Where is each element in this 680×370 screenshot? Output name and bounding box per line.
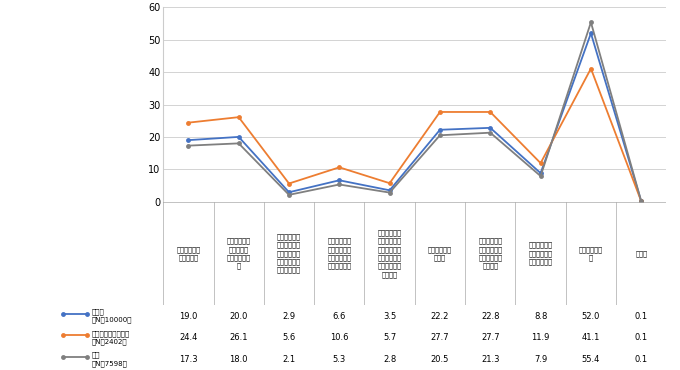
Text: 24.4: 24.4 xyxy=(179,333,198,342)
Text: ハザードマッ
プや避難場
所・経路の確
認: ハザードマッ プや避難場 所・経路の確 認 xyxy=(226,238,251,269)
Text: 全　体
（N＝10000）: 全 体 （N＝10000） xyxy=(92,309,132,323)
Text: 自身や家族へ
の災害に関す
る学習・教育: 自身や家族へ の災害に関す る学習・教育 xyxy=(528,242,553,265)
Text: 0.1: 0.1 xyxy=(634,312,648,320)
Text: 2.8: 2.8 xyxy=(383,355,396,364)
Text: 21.3: 21.3 xyxy=(481,355,500,364)
Text: 5.6: 5.6 xyxy=(282,333,296,342)
Text: 何もしていな
い: 何もしていな い xyxy=(579,246,603,261)
Text: 8.8: 8.8 xyxy=(534,312,547,320)
Text: 0.1: 0.1 xyxy=(634,333,648,342)
Text: 5.3: 5.3 xyxy=(333,355,346,364)
Text: 2.1: 2.1 xyxy=(282,355,296,364)
Text: その他: その他 xyxy=(635,250,647,257)
Text: 10.6: 10.6 xyxy=(330,333,349,342)
Text: なし
（N＝7598）: なし （N＝7598） xyxy=(92,352,127,367)
Text: 0.1: 0.1 xyxy=(634,355,648,364)
Text: 41.1: 41.1 xyxy=(581,333,600,342)
Text: 52.0: 52.0 xyxy=(581,312,600,320)
Text: 3.5: 3.5 xyxy=(383,312,396,320)
Text: 18.0: 18.0 xyxy=(229,355,248,364)
Text: 5.7: 5.7 xyxy=(383,333,396,342)
Text: 20.5: 20.5 xyxy=(430,355,449,364)
Text: 55.4: 55.4 xyxy=(581,355,600,364)
Text: 家具などの転
倒防止: 家具などの転 倒防止 xyxy=(428,246,452,261)
Text: 19.0: 19.0 xyxy=(179,312,198,320)
Text: 避難訓練への
参加・実施: 避難訓練への 参加・実施 xyxy=(176,246,201,261)
Text: 7.9: 7.9 xyxy=(534,355,547,364)
Text: 2.9: 2.9 xyxy=(282,312,296,320)
Text: 震災が起こり
にくい場所へ
の転居や、防
災のための住
宅の改修（耐
震化等）: 震災が起こり にくい場所へ の転居や、防 災のための住 宅の改修（耐 震化等） xyxy=(377,229,402,278)
Text: 27.7: 27.7 xyxy=(430,333,449,342)
Text: 17.3: 17.3 xyxy=(179,355,198,364)
Text: 20.0: 20.0 xyxy=(229,312,248,320)
Text: 11.9: 11.9 xyxy=(531,333,550,342)
Text: 食料・水等の
備蓄や非常持
ち出しバッグ
等の準備: 食料・水等の 備蓄や非常持 ち出しバッグ 等の準備 xyxy=(478,238,503,269)
Text: 26.1: 26.1 xyxy=(229,333,248,342)
Text: 防災情報の収
集（アプリ、
ポータルサイ
ト等の活用）: 防災情報の収 集（アプリ、 ポータルサイ ト等の活用） xyxy=(327,238,352,269)
Text: 22.8: 22.8 xyxy=(481,312,500,320)
Text: 22.2: 22.2 xyxy=(430,312,449,320)
Text: マイ・タイム
ライン（被災
時に行う自分
のための防災
計画）の作成: マイ・タイム ライン（被災 時に行う自分 のための防災 計画）の作成 xyxy=(277,233,301,273)
Text: 被災した経験がある
（N＝2402）: 被災した経験がある （N＝2402） xyxy=(92,330,130,345)
Text: 27.7: 27.7 xyxy=(481,333,500,342)
Text: 6.6: 6.6 xyxy=(333,312,346,320)
